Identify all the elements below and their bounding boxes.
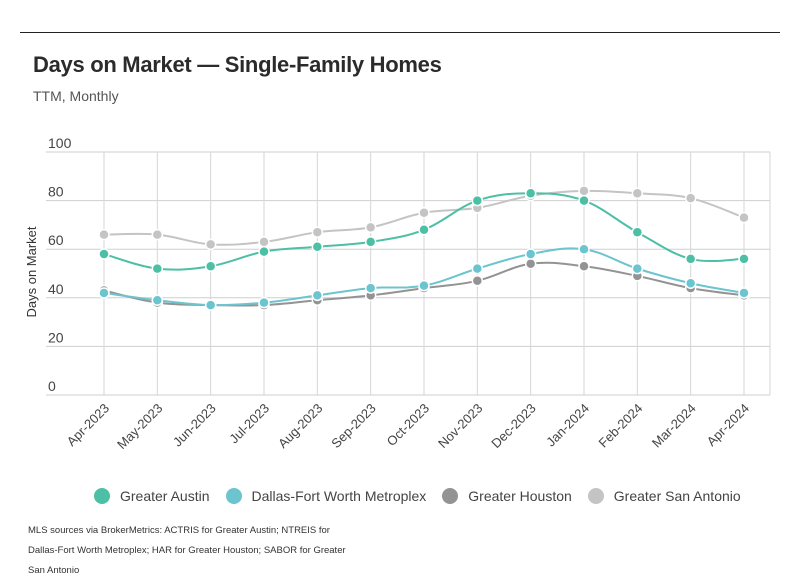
x-tick-label: Jul-2023: [226, 401, 272, 447]
data-point-dallas-fort-worth-metroplex: [471, 262, 484, 275]
legend-marker: [587, 488, 604, 504]
legend-label: Greater Austin: [120, 488, 210, 504]
legend-item: Greater San Antonio: [587, 488, 741, 504]
data-point-greater-san-antonio: [258, 236, 270, 248]
x-tick-label: Apr-2023: [64, 401, 112, 449]
y-tick-label: 0: [48, 378, 56, 394]
x-tick-label: Dec-2023: [488, 401, 538, 451]
data-point-greater-san-antonio: [578, 185, 590, 197]
y-tick-label: 60: [48, 232, 64, 248]
data-point-greater-austin: [311, 241, 324, 253]
data-point-greater-austin: [151, 262, 164, 275]
data-point-greater-san-antonio: [151, 228, 164, 241]
y-axis-label: Days on Market: [24, 226, 39, 317]
x-tick-label: Sep-2023: [328, 401, 378, 451]
y-tick-labels: 0 20 40 60 80 100: [48, 135, 72, 394]
x-tick-label: Feb-2024: [595, 401, 645, 451]
data-point-greater-houston: [578, 260, 590, 272]
data-point-dallas-fort-worth-metroplex: [738, 287, 750, 299]
legend-label: Greater Houston: [468, 488, 572, 504]
data-point-greater-austin: [364, 236, 377, 248]
data-point-greater-austin: [578, 194, 590, 207]
data-point-greater-san-antonio: [418, 207, 430, 219]
data-point-greater-austin: [471, 194, 484, 207]
legend-marker: [225, 488, 242, 504]
data-point-greater-austin: [258, 245, 270, 258]
x-tick-label: Jun-2023: [170, 401, 219, 450]
data-point-dallas-fort-worth-metroplex: [364, 282, 377, 294]
y-tick-label: 20: [48, 329, 64, 345]
legend-marker: [442, 488, 459, 504]
legend-label: Dallas-Fort Worth Metroplex: [251, 488, 427, 504]
chart-title: Days on Market — Single-Family Homes: [33, 52, 442, 77]
legend-label: Greater San Antonio: [613, 488, 741, 504]
x-tick-label: Jan-2024: [543, 401, 592, 450]
y-tick-label: 100: [48, 135, 72, 151]
x-tick-labels: Apr-2023 May-2023 Jun-2023 Jul-2023 Aug-2023…: [64, 401, 752, 452]
data-point-greater-austin: [418, 224, 430, 236]
data-point-greater-houston: [524, 258, 537, 270]
legend-item: Greater Houston: [442, 488, 572, 504]
data-point-dallas-fort-worth-metroplex: [418, 279, 430, 292]
data-point-dallas-fort-worth-metroplex: [631, 262, 644, 275]
x-tick-label: May-2023: [114, 401, 165, 452]
data-point-greater-san-antonio: [311, 226, 324, 238]
y-tick-label: 80: [48, 184, 64, 200]
x-tick-label: Oct-2023: [384, 401, 432, 449]
data-point-greater-san-antonio: [98, 228, 110, 241]
x-tick-label: Apr-2024: [704, 401, 752, 449]
data-point-greater-austin: [524, 187, 537, 200]
legend-item: Greater Austin: [94, 488, 210, 504]
data-point-greater-austin: [98, 248, 110, 260]
top-rule: [20, 32, 780, 33]
data-point-dallas-fort-worth-metroplex: [98, 287, 110, 299]
data-point-greater-san-antonio: [631, 187, 644, 200]
data-point-dallas-fort-worth-metroplex: [311, 289, 324, 302]
x-tick-label: Mar-2024: [649, 401, 699, 451]
data-point-greater-austin: [684, 253, 697, 265]
data-point-greater-austin: [631, 226, 644, 238]
legend-marker: [94, 488, 110, 504]
data-point-greater-san-antonio: [204, 238, 217, 251]
data-point-greater-houston: [471, 275, 484, 287]
data-point-greater-san-antonio: [684, 192, 697, 204]
data-point-dallas-fort-worth-metroplex: [578, 243, 590, 255]
source-note: MLS sources via BrokerMetrics: ACTRIS fo…: [28, 525, 346, 576]
data-point-dallas-fort-worth-metroplex: [204, 299, 217, 311]
legend: Greater Austin Dallas-Fort Worth Metrople…: [94, 488, 757, 504]
data-point-greater-san-antonio: [738, 211, 750, 224]
data-point-greater-austin: [204, 260, 217, 272]
data-point-dallas-fort-worth-metroplex: [258, 296, 270, 309]
legend-item: Dallas-Fort Worth Metroplex: [225, 488, 427, 504]
data-point-dallas-fort-worth-metroplex: [684, 277, 697, 289]
data-point-dallas-fort-worth-metroplex: [524, 248, 537, 260]
data-point-dallas-fort-worth-metroplex: [151, 294, 164, 306]
data-point-greater-san-antonio: [364, 221, 377, 234]
chart-subtitle: TTM, Monthly: [33, 88, 119, 104]
x-tick-label: Aug-2023: [275, 401, 325, 451]
data-point-greater-austin: [738, 253, 750, 265]
y-tick-label: 40: [48, 281, 64, 297]
x-tick-label: Nov-2023: [435, 401, 485, 451]
series-points: [98, 185, 750, 311]
